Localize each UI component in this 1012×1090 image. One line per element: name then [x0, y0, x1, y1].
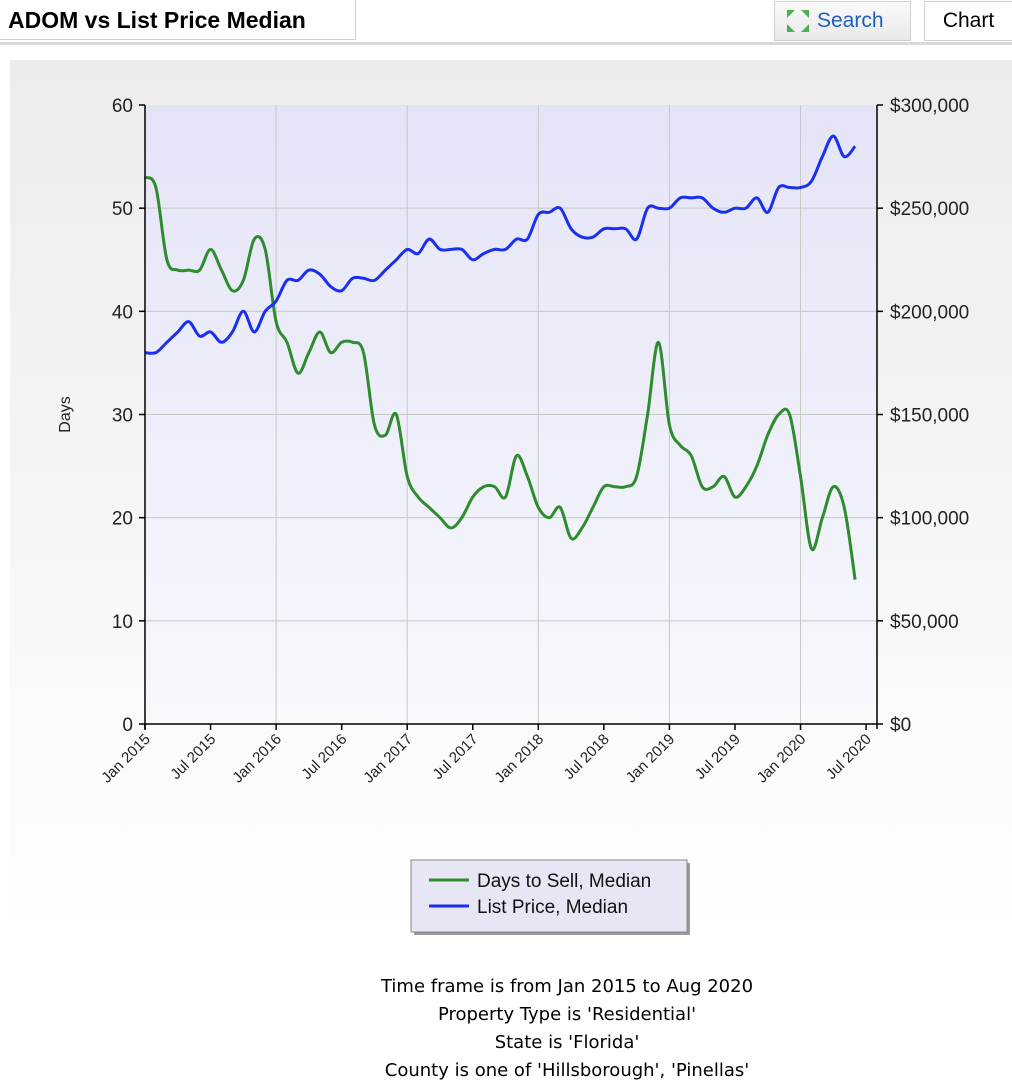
- x-tick-label: Jan 2017: [360, 731, 416, 787]
- y-axis-title: Days: [57, 396, 74, 432]
- y-left-tick-label: 20: [112, 509, 133, 530]
- line-chart: 0 10 20 30 40 50 60 $0 $50,000 $100,000 $150,000 $2…: [57, 96, 969, 935]
- y-right-tick-label: $300,000: [890, 96, 969, 117]
- x-tick-label: Jan 2015: [98, 731, 154, 787]
- x-tick-label: Jul 2015: [167, 731, 219, 783]
- y-right-tick-label: $0: [890, 715, 911, 736]
- search-button[interactable]: Search: [774, 1, 911, 41]
- legend-label: Days to Sell, Median: [477, 871, 651, 892]
- search-label: Search: [817, 9, 884, 32]
- caption-property-type: Property Type is 'Residential': [437, 1004, 697, 1025]
- filter-captions: Time frame is from Jan 2015 to Aug 2020 …: [250, 973, 884, 1085]
- y-left-tick-label: 0: [122, 715, 133, 736]
- y-right-tick-label: $50,000: [890, 612, 959, 633]
- series-layer: [143, 134, 857, 580]
- y-left-tick-label: 60: [112, 96, 133, 117]
- header-divider: [0, 42, 1012, 45]
- y-right-tick-label: $150,000: [890, 406, 969, 427]
- expand-icon: [787, 10, 809, 32]
- y-right-tick-label: $200,000: [890, 302, 969, 323]
- legend-label: List Price, Median: [477, 897, 628, 918]
- y-left-tick-label: 50: [112, 199, 133, 220]
- series-line-days-to-sell: [143, 175, 857, 580]
- series-line-list-price: [144, 134, 857, 355]
- gridlines: [145, 105, 877, 724]
- header-bar: ADOM vs List Price Median Search Chart: [0, 0, 1012, 45]
- x-tick-label: Jan 2019: [623, 731, 679, 787]
- y-right-tick-label: $100,000: [890, 509, 969, 530]
- caption-county: County is one of 'Hillsborough', 'Pinell…: [384, 1060, 750, 1081]
- caption-time-frame: Time frame is from Jan 2015 to Aug 2020: [380, 976, 754, 997]
- chart-button[interactable]: Chart: [924, 1, 1012, 41]
- x-tick-label: Jan 2020: [754, 731, 810, 787]
- x-tick-label: Jan 2016: [229, 731, 285, 787]
- legend: Days to Sell, Median List Price, Median: [410, 859, 690, 935]
- page-title: ADOM vs List Price Median: [0, 0, 356, 40]
- legend-box: [410, 859, 688, 933]
- x-tick-label: Jul 2020: [823, 731, 875, 783]
- y-left-tick-label: 40: [112, 302, 133, 323]
- y-left-tick-label: 10: [112, 612, 133, 633]
- x-tick-label: Jul 2019: [692, 731, 744, 783]
- y-right-tick-label: $250,000: [890, 199, 969, 220]
- y-left-tick-label: 30: [112, 406, 133, 427]
- x-tick-label: Jul 2016: [298, 731, 350, 783]
- x-tick-label: Jul 2017: [429, 731, 481, 783]
- x-tick-label: Jan 2018: [491, 731, 547, 787]
- x-tick-label: Jul 2018: [561, 731, 613, 783]
- caption-state: State is 'Florida': [494, 1032, 640, 1053]
